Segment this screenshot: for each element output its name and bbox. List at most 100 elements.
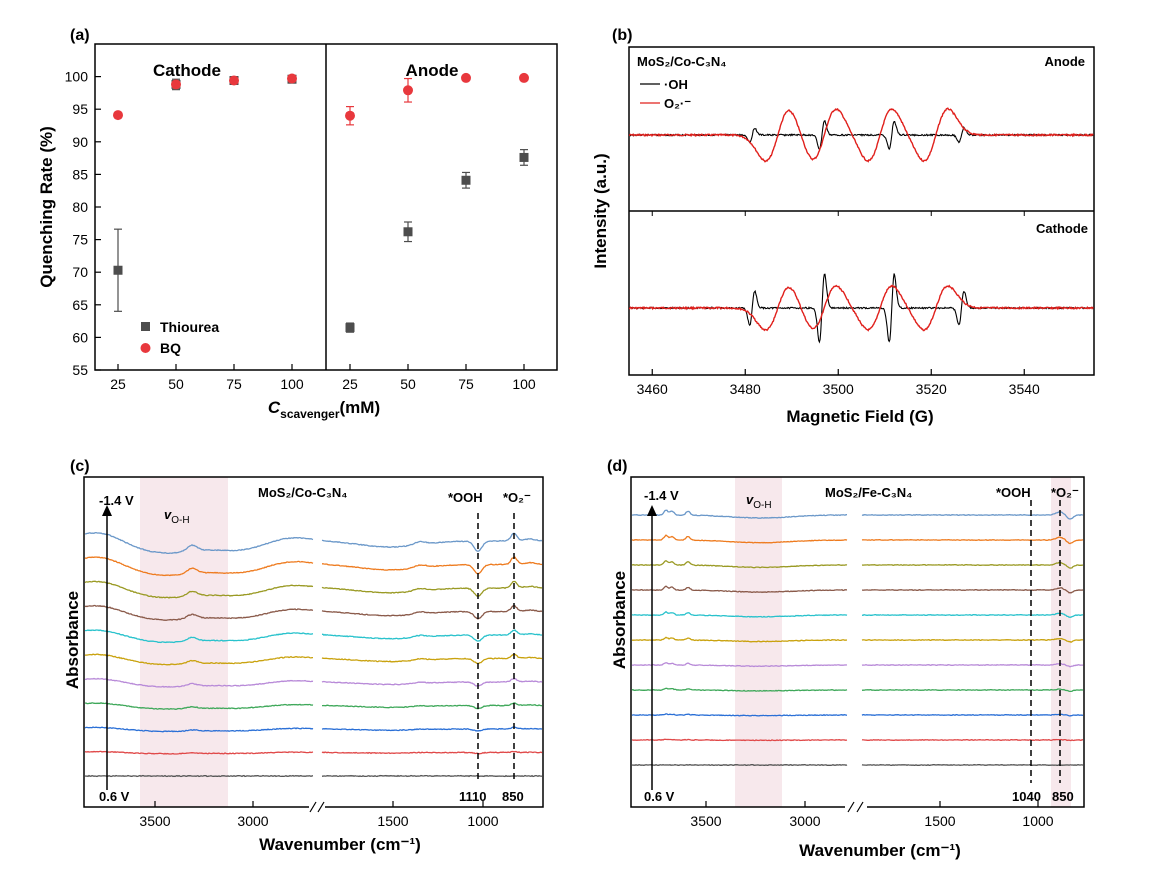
ftir-spectrum xyxy=(321,726,543,732)
x-tick-label: 3540 xyxy=(1009,381,1040,397)
band-label: vO-H xyxy=(164,507,190,526)
ftir-spectrum xyxy=(631,610,848,618)
y-axis-ticks: 55 60 65 70 75 80 85 90 95 100 xyxy=(65,69,101,378)
panel-a-legend: Thiourea BQ xyxy=(140,319,219,356)
legend-marker-thiourea xyxy=(141,322,150,331)
band-label: vO-H xyxy=(746,492,772,511)
point-thiourea xyxy=(461,175,471,185)
potential-arrowhead xyxy=(102,505,112,516)
ftir-spectrum xyxy=(321,580,543,597)
x-tick-label: 3460 xyxy=(637,381,668,397)
legend-label-o2: O₂·⁻ xyxy=(664,96,691,111)
x-tick-label: 75 xyxy=(458,376,474,392)
y-tick-label: 60 xyxy=(72,329,88,345)
panel-b-xlabel: Magnetic Field (G) xyxy=(786,407,933,426)
point-bq xyxy=(403,85,413,96)
panel-a-label: (a) xyxy=(70,27,90,44)
axis-break-mark xyxy=(309,801,317,813)
ftir-spectrum xyxy=(861,688,1084,693)
ftir-spectrum xyxy=(631,585,848,594)
x-tick-label: 100 xyxy=(512,376,536,392)
x-tick-label: 3000 xyxy=(789,813,820,829)
point-thiourea xyxy=(345,323,355,333)
ftir-spectrum xyxy=(84,629,314,644)
x-tick-label: 3520 xyxy=(916,381,947,397)
point-bq xyxy=(461,72,471,83)
ftir-spectrum xyxy=(84,604,314,621)
panel-c: (c) MoS₂/Co-C₃N₄ vO-H *OOH *O₂⁻ -1.4 V 0… xyxy=(63,458,544,854)
point-bq xyxy=(519,72,529,83)
region-label-cathode: Cathode xyxy=(153,61,221,80)
panel-d-frame xyxy=(630,476,1085,808)
x-axis-ticks: 3460 3480 3500 3520 3540 xyxy=(637,211,1040,397)
oh-band-shade xyxy=(140,477,228,807)
ftir-spectrum xyxy=(322,629,543,642)
ftir-spectrum xyxy=(85,750,314,755)
peak-pos-1110: 1110 xyxy=(459,789,487,804)
panel-b-title: MoS₂/Co-C₃N₄ xyxy=(637,54,726,69)
xlabel-unit: (mM) xyxy=(340,398,381,417)
point-bq xyxy=(287,73,297,84)
x-tick-label: 3480 xyxy=(730,381,761,397)
point-thiourea xyxy=(519,152,529,162)
panel-d-label: (d) xyxy=(607,458,627,475)
ftir-spectrum xyxy=(861,511,1084,520)
ftir-spectrum xyxy=(631,763,848,767)
peak-pos-1040: 1040 xyxy=(1012,789,1041,804)
ftir-spectrum xyxy=(322,774,543,778)
epr-spectra xyxy=(628,107,1094,344)
ftir-spectrum xyxy=(84,580,314,599)
superoxide-label: *O₂⁻ xyxy=(503,490,531,505)
superoxide-label: *O₂⁻ xyxy=(1051,485,1079,500)
x-tick-label: 1000 xyxy=(1022,813,1053,829)
panel-c-label: (c) xyxy=(70,458,90,475)
panel-d-xlabel: Wavenumber (cm⁻¹) xyxy=(799,841,961,860)
y-tick-label: 80 xyxy=(72,199,88,215)
subplot-label-anode: Anode xyxy=(1045,54,1085,69)
xlabel-symbol: C xyxy=(268,398,281,417)
ftir-spectrum xyxy=(861,713,1084,717)
panel-b: (b) MoS₂/Co-C₃N₄ Anode Cathode ·OH O₂·⁻ … xyxy=(591,27,1095,426)
ftir-spectrum xyxy=(861,738,1083,742)
peak-pos-850: 850 xyxy=(502,789,524,804)
ftir-spectra xyxy=(84,531,543,778)
ftir-spectrum xyxy=(861,612,1084,618)
panel-d: (d) MoS₂/Fe-C₃N₄ vO-H *OOH *O₂⁻ -1.4 V 0… xyxy=(607,458,1085,860)
ftir-spectrum xyxy=(85,531,314,555)
y-tick-label: 75 xyxy=(72,232,88,248)
x-tick-label: 25 xyxy=(342,376,358,392)
ftir-spectrum xyxy=(631,713,848,717)
data-points xyxy=(113,72,529,333)
potential-bottom-label: 0.6 V xyxy=(644,789,675,804)
ftir-spectrum xyxy=(321,750,543,755)
ftir-spectrum xyxy=(861,637,1084,643)
ftir-spectrum xyxy=(632,738,848,742)
panel-b-label: (b) xyxy=(612,27,632,44)
ftir-spectrum xyxy=(84,774,314,778)
y-tick-label: 55 xyxy=(72,362,88,378)
panel-a-ylabel: Quenching Rate (%) xyxy=(37,126,56,288)
x-tick-label: 3500 xyxy=(823,381,854,397)
ftir-spectrum xyxy=(84,653,313,666)
x-axis-ticks: 3500 3000 1500 1000 xyxy=(139,801,499,829)
x-tick-label: 3500 xyxy=(690,813,721,829)
epr-o2-cathode xyxy=(628,284,1094,332)
potential-top-label: -1.4 V xyxy=(99,493,134,508)
ftir-spectrum xyxy=(321,653,543,665)
ftir-spectrum xyxy=(321,678,543,687)
legend-label-thiourea: Thiourea xyxy=(160,319,219,335)
superoxide-band-shade xyxy=(1051,477,1071,807)
ftir-spectrum xyxy=(631,687,848,692)
ftir-spectrum xyxy=(631,662,848,668)
x-tick-label: 1000 xyxy=(467,813,498,829)
axis-break-gap xyxy=(309,800,325,814)
ftir-spectrum xyxy=(322,702,543,710)
y-tick-label: 85 xyxy=(72,166,88,182)
x-tick-label: 25 xyxy=(110,376,126,392)
x-tick-label: 3000 xyxy=(237,813,268,829)
axis-break-mark xyxy=(847,801,855,813)
ftir-spectrum xyxy=(84,556,314,577)
panel-d-title: MoS₂/Fe-C₃N₄ xyxy=(825,485,912,500)
panel-d-ylabel: Absorbance xyxy=(610,571,629,669)
axis-break-mark xyxy=(317,801,325,813)
